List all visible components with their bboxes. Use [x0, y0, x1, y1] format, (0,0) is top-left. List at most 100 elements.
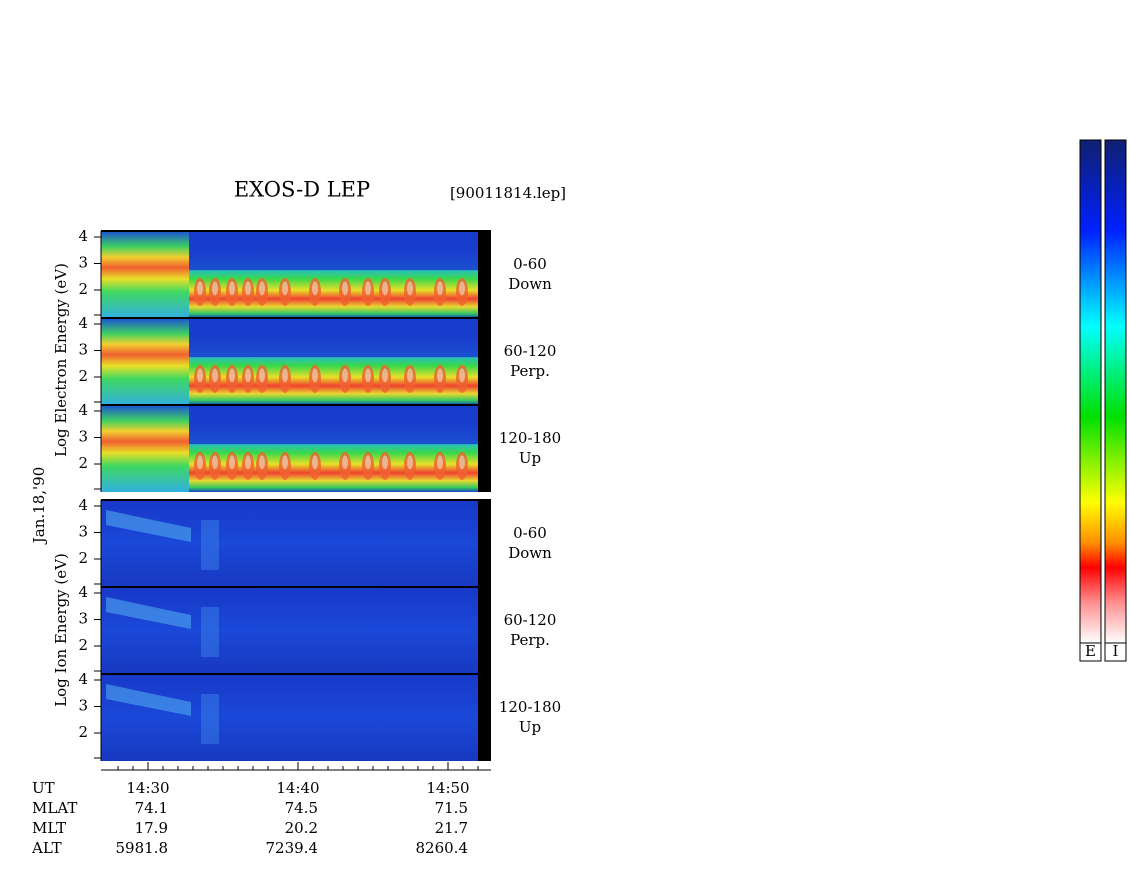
date: Jan.18,'90 [30, 467, 48, 545]
burst [407, 455, 413, 470]
y-tick-label: 3 [78, 428, 88, 446]
channel-label: 0-60 [513, 255, 547, 273]
y-tick-label: 3 [78, 254, 88, 272]
channel-label: 120-180 [499, 429, 561, 447]
row-value: 7239.4 [266, 839, 319, 857]
channel-label: 60-120 [504, 342, 557, 360]
row-value: 74.5 [285, 799, 318, 817]
row-value: 74.1 [135, 799, 168, 817]
row-value: 21.7 [435, 819, 468, 837]
burst [229, 455, 235, 470]
burst [459, 368, 465, 383]
y-tick-label: 3 [78, 610, 88, 628]
data-gap [478, 405, 491, 492]
row-label: MLT [32, 819, 66, 837]
row-label: MLAT [32, 799, 77, 817]
burst [197, 455, 203, 470]
y-tick-label: 2 [78, 723, 88, 741]
burst [259, 368, 265, 383]
burst [459, 455, 465, 470]
burst [245, 455, 251, 470]
burst [382, 368, 388, 383]
y-tick-label: 2 [78, 636, 88, 654]
ion-axis-label: Log Ion Energy (eV) [52, 553, 70, 707]
row-value: 14:30 [126, 779, 169, 797]
burst [212, 368, 218, 383]
electron-axis-label: Log Electron Energy (eV) [52, 263, 70, 457]
burst [437, 368, 443, 383]
burst [342, 455, 348, 470]
y-tick-label: 2 [78, 280, 88, 298]
burst [282, 281, 288, 296]
burst [312, 455, 318, 470]
burst [365, 455, 371, 470]
burst [407, 368, 413, 383]
burst [259, 281, 265, 296]
burst [197, 281, 203, 296]
direction-label: Perp. [510, 362, 550, 380]
row-value: 5981.8 [116, 839, 169, 857]
burst [212, 455, 218, 470]
burst [382, 281, 388, 296]
y-tick-label: 3 [78, 697, 88, 715]
spectrogram-region [189, 318, 478, 358]
y-tick-label: 4 [78, 401, 88, 419]
burst [342, 368, 348, 383]
spectrogram-region [201, 607, 219, 657]
channel-label: 120-180 [499, 698, 561, 716]
burst [245, 281, 251, 296]
spectrogram-region [101, 405, 189, 492]
direction-label: Up [519, 718, 541, 736]
burst [365, 368, 371, 383]
burst [212, 281, 218, 296]
spectrogram-region [106, 684, 191, 716]
y-tick-label: 2 [78, 454, 88, 472]
y-tick-label: 4 [78, 496, 88, 514]
direction-label: Down [508, 544, 552, 562]
spectrogram-region [201, 520, 219, 570]
row-value: 71.5 [435, 799, 468, 817]
direction-label: Perp. [510, 631, 550, 649]
direction-label: Up [519, 449, 541, 467]
file-name: [90011814.lep] [450, 184, 566, 202]
burst [407, 281, 413, 296]
spectrogram [101, 674, 478, 761]
y-tick-label: 2 [78, 367, 88, 385]
burst [437, 455, 443, 470]
row-label: UT [32, 779, 55, 797]
burst [312, 281, 318, 296]
spectrogram-region [101, 318, 189, 405]
burst [437, 281, 443, 296]
y-tick-label: 2 [78, 549, 88, 567]
colorbar-label-box [1104, 642, 1127, 662]
direction-label: Down [508, 275, 552, 293]
burst [382, 455, 388, 470]
row-label: ALT [31, 839, 62, 857]
data-gap [478, 231, 491, 318]
row-value: 14:40 [276, 779, 319, 797]
spectrogram-region [101, 231, 189, 318]
row-value: 20.2 [285, 819, 318, 837]
spectrogram-region [106, 510, 191, 542]
colorbar-label: I [1113, 642, 1119, 660]
burst [229, 368, 235, 383]
burst [282, 455, 288, 470]
y-tick-label: 4 [78, 670, 88, 688]
y-tick-label: 4 [78, 583, 88, 601]
colorbar-label-box [1079, 642, 1102, 662]
spectrogram-region [106, 597, 191, 629]
burst [342, 281, 348, 296]
colorbar-label: E [1085, 642, 1096, 660]
y-tick-label: 4 [78, 227, 88, 245]
colorbar [1104, 139, 1127, 644]
burst [312, 368, 318, 383]
burst [259, 455, 265, 470]
burst [245, 368, 251, 383]
spectrogram-region [201, 694, 219, 744]
data-gap [478, 674, 491, 761]
burst [459, 281, 465, 296]
burst [365, 281, 371, 296]
spectrogram [101, 587, 478, 674]
spectrogram [101, 500, 478, 587]
